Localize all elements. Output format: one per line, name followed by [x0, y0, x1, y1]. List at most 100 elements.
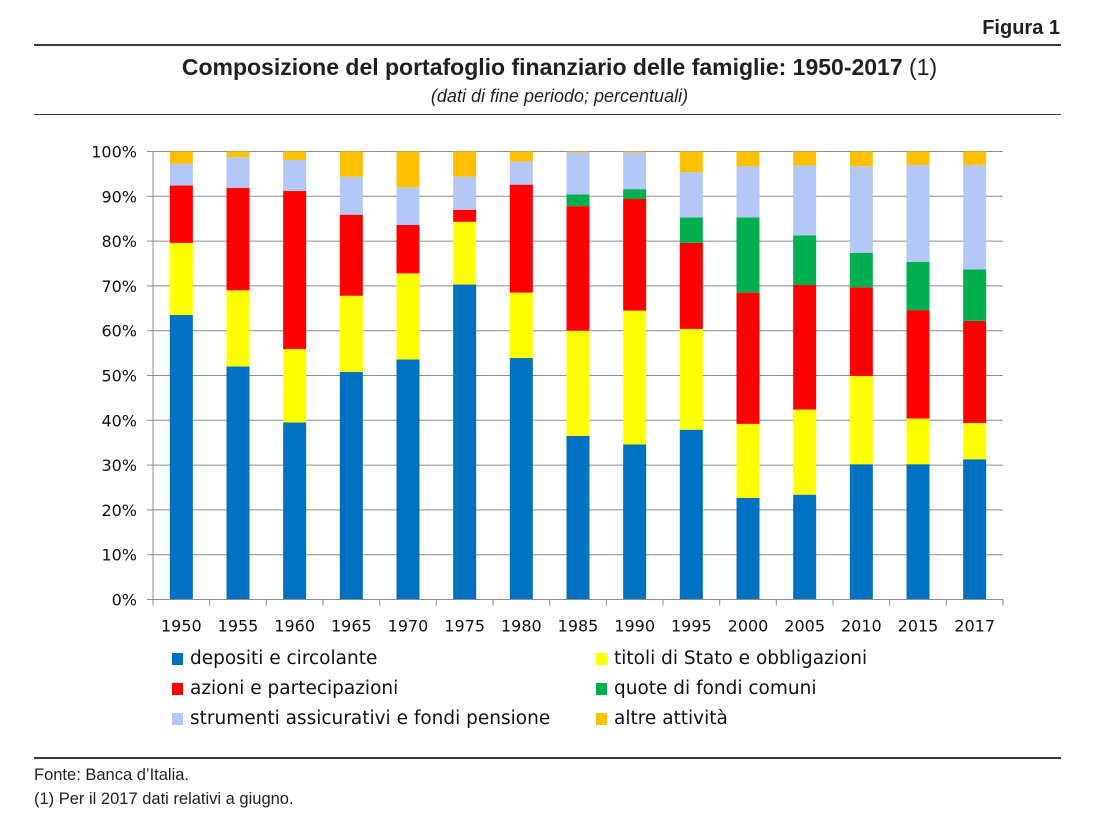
chart-title-note: (1) [909, 54, 938, 80]
bar-segment [396, 224, 420, 274]
x-tick-label: 1975 [444, 617, 485, 636]
legend-item: strumenti assicurativi e fondi pensione [172, 708, 550, 729]
y-tick-label: 50% [101, 367, 137, 386]
bar-segment [509, 151, 533, 162]
legend-label: quote di fondi comuni [614, 678, 817, 699]
bar-segment [793, 151, 817, 166]
bar-segment [226, 157, 250, 188]
y-tick-label: 40% [101, 411, 137, 430]
bar-segment [396, 187, 420, 225]
bar-segment [849, 166, 873, 253]
bar-segment [283, 190, 307, 350]
bar-segment [736, 423, 760, 498]
bar-segment [339, 176, 363, 215]
bar-segment [509, 292, 533, 359]
x-tick-label: 1995 [671, 617, 712, 636]
axes [147, 151, 1004, 606]
bar-segment [509, 161, 533, 185]
bottom-rule [34, 757, 1061, 759]
legend-label: altre attività [614, 708, 728, 729]
bar-segment [679, 328, 703, 430]
legend-item: titoli di Stato e obbligazioni [596, 648, 867, 669]
bar-segment [963, 269, 987, 321]
bar-segment [906, 151, 930, 165]
bar-segment [169, 163, 193, 186]
legend-label: titoli di Stato e obbligazioni [614, 648, 868, 669]
bar-segment [963, 459, 987, 600]
bar-segment [849, 287, 873, 376]
bar-segment [339, 214, 363, 296]
bar-stack-1965 [339, 151, 363, 600]
bar-segment [453, 221, 477, 285]
bar-stack-1980 [509, 151, 533, 600]
bar-segment [963, 320, 987, 423]
bar-segment [793, 165, 817, 236]
bar-segment [679, 151, 703, 173]
bar-segment [283, 151, 307, 161]
legend-swatch [172, 682, 183, 695]
bar-segment [283, 160, 307, 191]
legend-label: azioni e partecipazioni [190, 678, 399, 699]
bar-segment [509, 184, 533, 293]
bar-segment [623, 198, 647, 311]
x-tick-label: 1965 [331, 617, 372, 636]
bar-segment [793, 494, 817, 600]
bar-stack-2005 [793, 151, 817, 600]
bar-segment [793, 409, 817, 495]
x-tick-label: 2010 [841, 617, 882, 636]
bar-segment [736, 151, 760, 167]
bar-segment [283, 349, 307, 423]
bar-segment [453, 151, 477, 177]
bar-segment [169, 185, 193, 243]
bar-segment [906, 464, 930, 600]
y-tick-label: 100% [91, 143, 137, 162]
stacked-bar-chart: 0%10%20%30%40%50%60%70%80%90%100% 1950 19… [91, 143, 1004, 636]
x-tick-label: 1950 [161, 617, 202, 636]
bar-segment [453, 209, 477, 222]
y-tick-labels: 0% 10% 20% 30% 40% 50% 60% 70% 80% 90% 100% [91, 143, 137, 610]
legend-item: altre attività [596, 708, 728, 729]
bars [169, 151, 987, 600]
bar-segment [566, 206, 590, 331]
bar-stack-2010 [849, 151, 873, 600]
bar-segment [623, 189, 647, 199]
bar-segment [679, 172, 703, 218]
bar-segment [736, 217, 760, 293]
bar-segment [509, 358, 533, 600]
x-tick-label: 2000 [728, 617, 769, 636]
bar-segment [169, 315, 193, 600]
x-tick-label: 1970 [388, 617, 429, 636]
bar-segment [226, 290, 250, 367]
bar-stack-1970 [396, 151, 420, 600]
x-tick-label: 1980 [501, 617, 542, 636]
figure-label: Figura 1 [982, 17, 1060, 39]
chart-subtitle: (dati di fine periodo; percentuali) [430, 86, 689, 106]
bar-segment [623, 310, 647, 445]
bar-segment [623, 151, 647, 153]
legend-swatch [172, 652, 183, 665]
bar-stack-1955 [226, 151, 250, 600]
legend-item: depositi e circolante [172, 648, 377, 669]
y-tick-label: 30% [101, 456, 137, 475]
bar-segment [963, 422, 987, 460]
bar-segment [566, 435, 590, 600]
bar-segment [169, 242, 193, 316]
bar-stack-2015 [906, 151, 930, 600]
bar-stack-1950 [169, 151, 193, 600]
legend-item: azioni e partecipazioni [172, 678, 398, 699]
x-tick-label: 1985 [558, 617, 599, 636]
bar-segment [793, 235, 817, 286]
bar-segment [566, 194, 590, 207]
x-tick-label: 1955 [218, 617, 259, 636]
bar-segment [226, 366, 250, 600]
bar-segment [226, 187, 250, 291]
bar-stack-1975 [453, 151, 477, 600]
legend-item: quote di fondi comuni [596, 678, 817, 699]
legend-swatch [172, 712, 183, 725]
x-tick-label: 2015 [898, 617, 939, 636]
bar-stack-1985 [566, 151, 590, 600]
bar-segment [623, 444, 647, 600]
chart-title: Composizione del portafoglio finanziario… [0, 54, 1119, 81]
bar-segment [679, 217, 703, 243]
bar-segment [963, 164, 987, 270]
